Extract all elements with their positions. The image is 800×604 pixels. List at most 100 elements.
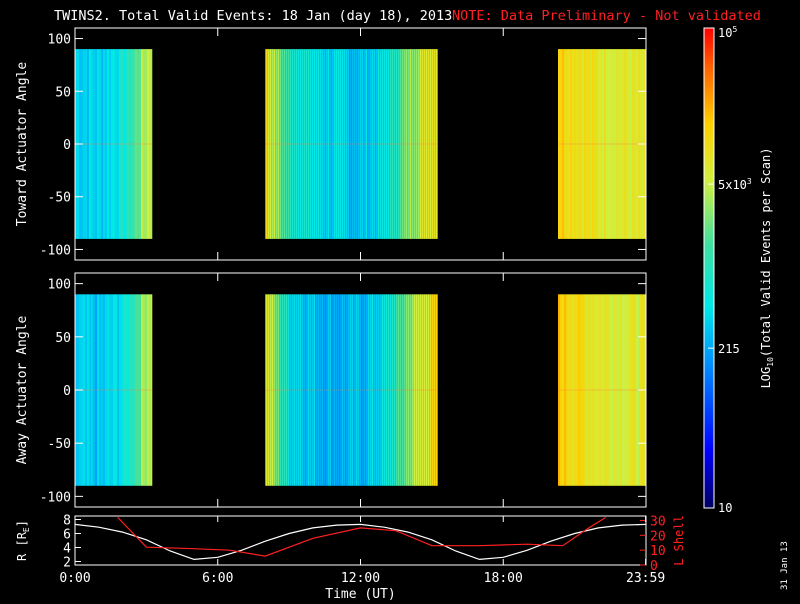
away-heat-column (349, 294, 352, 486)
away-heat-column (275, 294, 278, 486)
toward-heat-column (279, 49, 282, 239)
toward-heat-column (137, 49, 139, 239)
away-heat-column (413, 294, 416, 486)
toward-heat-column (275, 49, 278, 239)
toward-heat-column (375, 49, 378, 239)
toward-heat-column (622, 49, 624, 239)
away-heat-column (121, 294, 123, 486)
away-heat-column (291, 294, 294, 486)
toward-heat-column (572, 49, 574, 239)
lshell-series-line (117, 516, 606, 557)
toward-heat-column (604, 49, 606, 239)
toward-heat-column (630, 49, 632, 239)
away-heat-column (353, 294, 356, 486)
toward-heat-column (287, 49, 290, 239)
toward-heat-column (105, 49, 107, 239)
away-heat-column (143, 294, 145, 486)
away-ytick-label: 100 (48, 278, 71, 293)
away-heat-column (377, 294, 380, 486)
away-heat-column (367, 294, 370, 486)
away-heat-column (103, 294, 105, 486)
toward-heat-column (586, 49, 588, 239)
away-heat-column (433, 294, 436, 486)
orbit-ytick-label: 8 (63, 514, 71, 529)
away-heat-column (365, 294, 368, 486)
toward-heat-column (337, 49, 340, 239)
toward-heat-column (349, 49, 352, 239)
toward-heat-column (273, 49, 276, 239)
away-heat-column (375, 294, 378, 486)
away-heat-column (570, 294, 572, 486)
away-heat-column (616, 294, 618, 486)
orbit-ytick-label: 6 (63, 528, 71, 543)
toward-heatmap-panel: -100 -50 0 50 100 Toward Actuator Angle (15, 27, 647, 261)
toward-heat-column (321, 49, 324, 239)
away-heat-column (592, 294, 594, 486)
toward-heat-column (389, 49, 392, 239)
away-heat-column (135, 294, 137, 486)
away-heat-column (133, 294, 135, 486)
away-heat-column (285, 294, 288, 486)
away-heat-column (113, 294, 115, 486)
away-heat-column (403, 294, 406, 486)
away-heat-column (582, 294, 584, 486)
away-heat-column (307, 294, 310, 486)
away-heat-column (283, 294, 286, 486)
colorbar-tick-exponent: 3 (747, 177, 752, 186)
away-ytick-label: 50 (55, 331, 71, 346)
toward-heat-column (269, 49, 272, 239)
away-heat-column (423, 294, 426, 486)
radius-series-line (74, 523, 647, 561)
away-heat-column (566, 294, 568, 486)
toward-heat-column (109, 49, 111, 239)
toward-heat-column (297, 49, 300, 239)
toward-heat-column (618, 49, 620, 239)
away-heat-column (97, 294, 99, 486)
away-heat-column (568, 294, 570, 486)
toward-heat-column (97, 49, 99, 239)
away-heat-column (576, 294, 578, 486)
toward-heat-column (315, 49, 318, 239)
away-heat-column (574, 294, 576, 486)
away-heat-column (626, 294, 628, 486)
toward-heat-column (281, 49, 284, 239)
away-heat-column (598, 294, 600, 486)
away-heat-column (389, 294, 392, 486)
away-heat-column (301, 294, 304, 486)
away-heat-column (371, 294, 374, 486)
away-heat-column (409, 294, 412, 486)
toward-heat-column (411, 49, 414, 239)
away-heat-column (600, 294, 602, 486)
toward-heat-column (566, 49, 568, 239)
away-heat-column (355, 294, 358, 486)
toward-heat-column (425, 49, 428, 239)
orbit-ylabel-close: ] (15, 520, 29, 527)
away-heat-column (622, 294, 624, 486)
toward-heat-column (265, 49, 268, 239)
toward-heat-column (626, 49, 628, 239)
away-heat-column (129, 294, 131, 486)
toward-heat-column (267, 49, 270, 239)
toward-heat-column (614, 49, 616, 239)
toward-heat-column (612, 49, 614, 239)
away-heat-column (624, 294, 626, 486)
toward-heat-column (590, 49, 592, 239)
toward-heat-column (399, 49, 402, 239)
colorbar-gradient (703, 27, 715, 509)
toward-heat-column (277, 49, 280, 239)
orbit-ylabel-sub: E (22, 527, 31, 532)
away-heat-column (564, 294, 566, 486)
orbit-ytick-label: 4 (63, 542, 71, 557)
toward-heat-column (377, 49, 380, 239)
away-heat-column (149, 294, 151, 486)
toward-heat-column (385, 49, 388, 239)
toward-heat-column (636, 49, 638, 239)
toward-heat-column (139, 49, 141, 239)
toward-heat-column (379, 49, 382, 239)
toward-heat-column (313, 49, 316, 239)
toward-heat-column (433, 49, 436, 239)
away-heat-column (361, 294, 364, 486)
away-heat-column (105, 294, 107, 486)
away-heat-column (387, 294, 390, 486)
